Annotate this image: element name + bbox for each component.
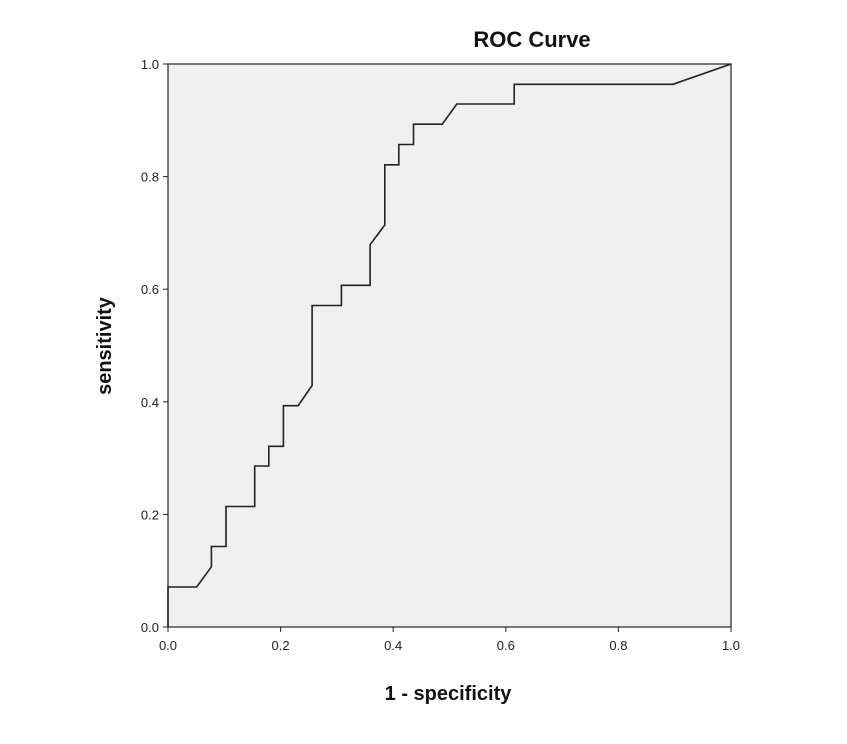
x-axis: 0.0 0.2 0.4 0.6 0.8 1.0: [159, 627, 740, 653]
roc-curve-line: [167, 63, 732, 627]
series-layer: [167, 63, 732, 627]
x-tick-label: 0.6: [497, 638, 515, 653]
y-axis: 0.0 0.2 0.4 0.6 0.8 1.0: [141, 57, 168, 635]
y-tick-label: 1.0: [141, 57, 159, 72]
y-tick-label: 0.2: [141, 507, 159, 522]
y-tick-label: 0.0: [141, 620, 159, 635]
y-tick-label: 0.6: [141, 282, 159, 297]
x-tick-label: 0.2: [272, 638, 290, 653]
x-tick-label: 1.0: [722, 638, 740, 653]
x-tick-label: 0.8: [609, 638, 627, 653]
chart-title: ROC Curve: [473, 27, 590, 52]
y-tick-label: 0.4: [141, 395, 159, 410]
x-axis-label: 1 - specificity: [385, 683, 513, 705]
x-tick-label: 0.4: [384, 638, 402, 653]
y-axis-label: sensitivity: [94, 296, 116, 395]
plot-area: [167, 63, 732, 628]
y-tick-label: 0.8: [141, 170, 159, 185]
x-tick-label: 0.0: [159, 638, 177, 653]
